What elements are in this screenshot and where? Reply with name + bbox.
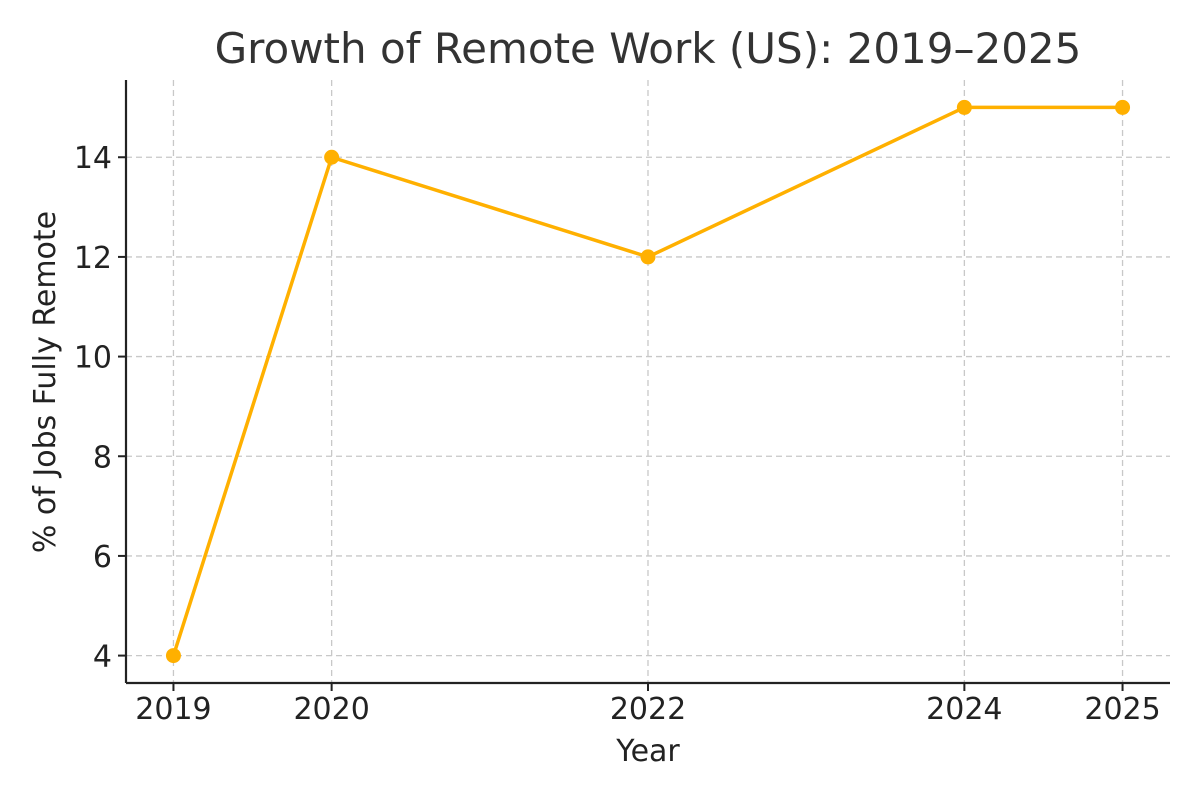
y-tick-label: 8 — [93, 440, 112, 475]
x-tick-label: 2019 — [135, 692, 211, 727]
y-axis-label: % of Jobs Fully Remote — [28, 211, 63, 553]
data-point — [1115, 99, 1131, 115]
x-tick-label: 2020 — [293, 692, 369, 727]
series-group — [165, 99, 1131, 664]
grid-lines — [126, 80, 1170, 683]
x-tick-label: 2024 — [926, 692, 1002, 727]
axis-ticks: 2019 2020 2022 2024 2025 4 6 8 10 12 14 — [74, 141, 1161, 727]
y-tick-label: 10 — [74, 341, 112, 376]
data-point — [165, 648, 181, 664]
chart-title: Growth of Remote Work (US): 2019–2025 — [215, 24, 1082, 73]
data-point — [324, 149, 340, 165]
x-tick-label: 2022 — [610, 692, 686, 727]
data-point — [956, 99, 972, 115]
x-tick-label: 2025 — [1084, 692, 1160, 727]
x-axis-label: Year — [615, 734, 680, 769]
y-tick-label: 12 — [74, 241, 112, 276]
y-tick-label: 14 — [74, 141, 112, 176]
data-point — [640, 249, 656, 265]
y-tick-label: 4 — [93, 640, 112, 675]
y-tick-label: 6 — [93, 540, 112, 575]
